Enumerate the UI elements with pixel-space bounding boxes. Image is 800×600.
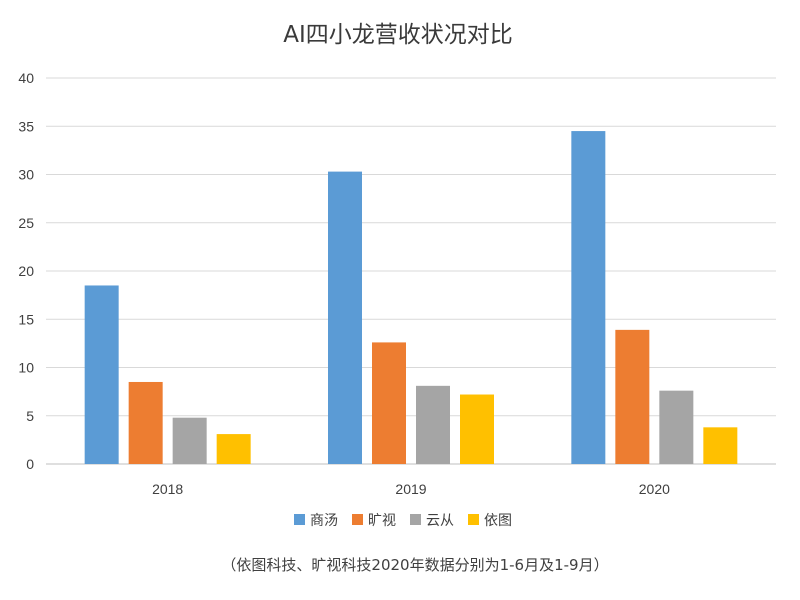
bar-商汤-2019 [328,171,362,465]
legend-swatch [468,514,479,525]
bar-依图-2019 [460,394,494,464]
y-tick-label: 10 [18,360,34,376]
bar-云从-2020 [659,390,694,464]
chart-title: AI四小龙营收状况对比 [283,22,513,48]
bar-商汤-2020 [571,131,606,464]
legend-label: 商汤 [310,513,338,529]
bars [84,131,738,465]
legend-swatch [352,514,363,525]
y-tick-label: 5 [26,408,34,424]
y-tick-label: 25 [18,215,34,231]
bar-云从-2019 [416,385,450,464]
y-tick-label: 40 [18,70,34,86]
bar-商汤-2018 [84,285,119,464]
y-tick-label: 20 [18,263,34,279]
x-tick-label: 2018 [152,481,183,497]
legend-label: 旷视 [368,513,396,529]
gridlines [46,77,776,465]
bar-依图-2018 [216,434,251,464]
y-tick-label: 30 [18,167,34,183]
bar-云从-2018 [172,417,207,464]
bar-旷视-2019 [372,342,406,464]
y-tick-label: 0 [26,456,34,472]
x-tick-label: 2019 [395,481,426,497]
bar-旷视-2020 [615,329,650,464]
chart-footnote: （依图科技、旷视科技2020年数据分别为1-6月及1-9月） [221,556,608,574]
legend-swatch [410,514,421,525]
y-axis-ticks: 0 5 10 15 20 25 30 35 40 [18,70,34,472]
legend-swatch [294,514,305,525]
y-tick-label: 35 [18,118,34,134]
bar-旷视-2018 [128,381,163,464]
legend: 商汤 旷视 云从 依图 [294,513,512,529]
x-tick-label: 2020 [639,481,670,497]
x-axis-ticks: 2018 2019 2020 [152,481,670,497]
bar-依图-2020 [703,427,738,464]
legend-label: 云从 [426,513,454,529]
legend-label: 依图 [484,513,512,529]
y-tick-label: 15 [18,311,34,327]
